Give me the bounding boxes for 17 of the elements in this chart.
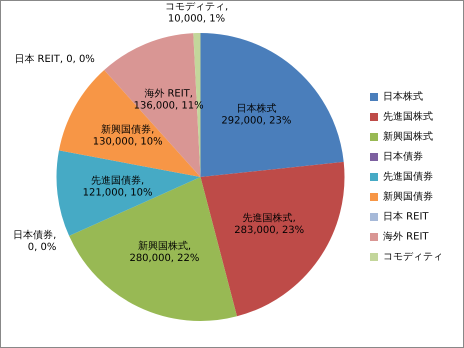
data-label: 日本株式 292,000, 23%: [221, 102, 292, 127]
data-label: コモディティ, 10,000, 1%: [164, 2, 228, 25]
legend-label: 新興国株式: [383, 130, 433, 143]
text: 日本 REIT, 0, 0%: [14, 54, 95, 66]
legend-label: 海外 REIT: [383, 230, 430, 243]
data-label: 先進国株式, 283,000, 23%: [234, 212, 304, 236]
data-label: 先進国債券, 121,000, 10%: [82, 174, 153, 198]
legend-label: 日本 REIT: [383, 210, 430, 223]
data-label: 新興国債券, 130,000, 10%: [92, 124, 163, 148]
data-label: 新興国株式, 280,000, 22%: [129, 240, 200, 264]
legend-label: 先進国株式: [383, 110, 433, 123]
text: 日本債券, 0, 0%: [13, 230, 56, 254]
legend-label: 新興国債券: [383, 190, 433, 203]
legend-label: コモディティ: [383, 252, 443, 263]
legend-label: 先進国債券: [383, 170, 433, 183]
legend-label: 日本債券: [383, 150, 423, 163]
legend-label: 日本株式: [383, 90, 423, 103]
